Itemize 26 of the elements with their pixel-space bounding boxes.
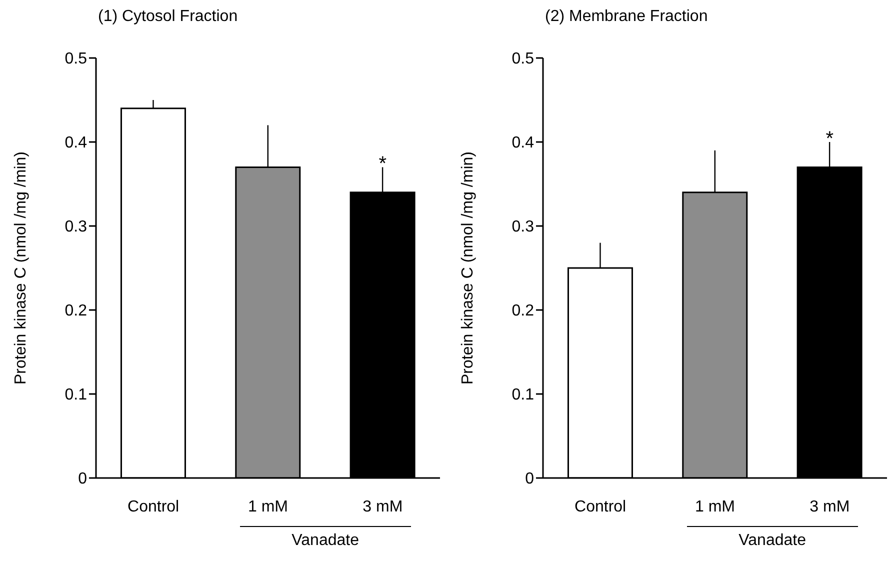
x-tick-label: 3 mM	[362, 498, 403, 516]
y-tick-label: 0	[525, 470, 534, 488]
text: Vanadate	[738, 532, 807, 550]
y-tick-label: 0	[78, 470, 88, 488]
y-tick-label: 0.3	[64, 218, 88, 236]
x-tick-label: 3 mM	[810, 498, 850, 516]
text: Vanadate	[290, 532, 360, 550]
y-axis-title: Protein kinase C (nmol /mg /min)	[12, 152, 30, 384]
y-tick-label: 0.1	[64, 386, 88, 404]
y-axis-title: Protein kinase C (nmol /mg /min)	[460, 152, 477, 384]
x-tick-label: 1 mM	[695, 498, 735, 516]
annotation: *	[826, 128, 834, 150]
y-tick-label: 0.4	[512, 134, 534, 152]
y-tick-label: 0.1	[512, 386, 534, 404]
y-tick-label: 0.2	[64, 302, 88, 320]
x-tick-label: Control	[128, 498, 180, 516]
y-tick-label: 0.3	[512, 218, 534, 236]
y-tick-label: 0.5	[512, 50, 534, 68]
y-tick-label: 0.5	[64, 50, 88, 68]
x-tick-label: 1 mM	[248, 498, 288, 516]
chart-title: (2) Membrane Fraction	[545, 8, 708, 26]
y-tick-label: 0.2	[512, 302, 534, 320]
y-tick-label: 0.4	[64, 134, 88, 152]
annotation: *	[378, 153, 387, 176]
chart-title: (1) Cytosol Fraction	[98, 8, 238, 26]
x-tick-label: Control	[574, 498, 626, 516]
